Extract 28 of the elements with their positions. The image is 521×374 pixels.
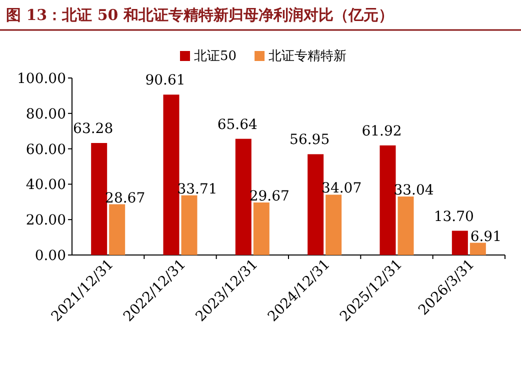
y-tick-label: 20.00	[26, 212, 66, 229]
y-tick-label: 80.00	[26, 106, 66, 122]
data-label: 13.70	[434, 208, 474, 225]
data-label: 63.28	[73, 120, 114, 137]
bar	[470, 242, 486, 255]
bar	[380, 145, 396, 255]
data-label: 61.92	[362, 123, 402, 140]
bar	[326, 194, 342, 255]
chart-title: 图 13：北证 50 和北证专精特新归母净利润对比（亿元）	[6, 6, 394, 24]
bar	[235, 138, 252, 255]
bar	[308, 154, 324, 255]
data-label: 65.64	[217, 116, 258, 133]
bar	[181, 195, 198, 255]
bar	[91, 142, 108, 255]
y-tick-label: 60.00	[26, 142, 66, 158]
bar	[452, 230, 468, 255]
data-label: 56.95	[290, 132, 330, 148]
legend-label: 北证专精特新	[268, 49, 347, 64]
data-label: 90.61	[145, 72, 186, 89]
bar	[398, 196, 414, 255]
data-label: 6.91	[470, 228, 502, 245]
legend-label: 北证50	[194, 49, 237, 64]
y-tick-label: 0.00	[34, 248, 66, 264]
y-tick-label: 40.00	[26, 177, 66, 194]
y-tick-label: 100.00	[17, 71, 66, 87]
bar	[163, 94, 180, 255]
bar	[253, 202, 270, 255]
bar	[109, 204, 126, 255]
